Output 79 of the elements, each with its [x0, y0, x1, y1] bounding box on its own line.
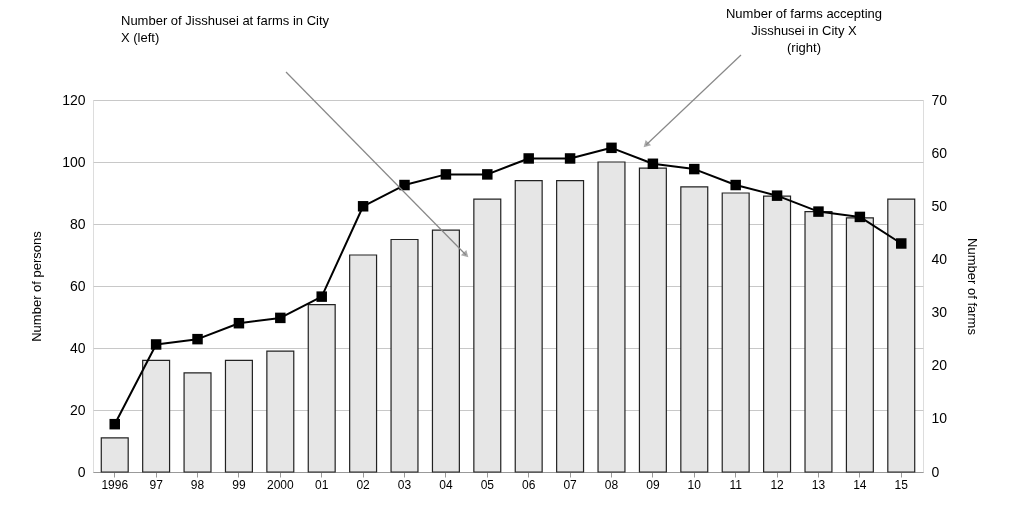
x-tick-label: 11 [729, 477, 743, 492]
x-tick-label: 1996 [101, 477, 129, 492]
y-tick-label: 40 [69, 339, 86, 356]
y2-tick-label: 30 [931, 304, 948, 321]
x-tick-label: 06 [522, 477, 536, 492]
y-tick-label: 0 [77, 463, 86, 480]
bar [431, 229, 460, 473]
point [233, 317, 245, 329]
text: Number of farms accepting Jisshusei in City X (right) [725, 6, 883, 55]
bar [390, 238, 419, 473]
bar [349, 254, 378, 473]
bar [845, 217, 874, 473]
point [854, 211, 866, 223]
x-tick-label: 14 [853, 477, 867, 492]
y2-tick-label: 50 [931, 197, 948, 214]
bar [763, 195, 792, 473]
point [813, 206, 824, 217]
x-tick-label: 15 [894, 477, 909, 492]
point [564, 153, 576, 164]
y-tick-label: 80 [69, 215, 86, 232]
point [647, 158, 659, 170]
point [482, 169, 493, 180]
y2-tick-label: 70 [931, 91, 948, 108]
x-tick-label: 99 [232, 477, 246, 492]
x-tick-label: 02 [356, 477, 371, 492]
y-tick-label: 120 [62, 91, 86, 108]
text: Number of Jisshusei at farms in City X (left) [121, 13, 330, 45]
point [399, 179, 410, 191]
point [109, 418, 120, 430]
bar [887, 198, 916, 473]
y2-tick-label: 20 [931, 357, 948, 374]
x-tick-label: 97 [149, 477, 164, 492]
bar [224, 359, 253, 473]
point [357, 201, 369, 212]
x-tick-label: 98 [190, 477, 205, 492]
y2-tick-label: 10 [931, 410, 948, 427]
point [771, 190, 783, 201]
bar [514, 180, 543, 473]
bar [100, 437, 129, 473]
bar [804, 211, 833, 473]
y-axis-title: Number of persons [29, 230, 45, 342]
point [896, 238, 907, 249]
x-tick-label: 07 [563, 477, 578, 492]
y2-tick-label: 0 [931, 463, 940, 480]
x-tick-label: 10 [687, 477, 702, 492]
bar [638, 167, 667, 473]
y-tick-label: 60 [69, 277, 86, 294]
point [316, 291, 327, 302]
point [606, 142, 617, 154]
bar [721, 192, 750, 473]
y-tick-label: 100 [62, 153, 86, 170]
bar [473, 198, 502, 473]
bar [142, 359, 171, 473]
bar [597, 161, 626, 473]
x-tick-label: 03 [397, 477, 412, 492]
point [440, 169, 452, 180]
point [275, 312, 286, 324]
bar [266, 350, 295, 473]
x-tick-label: 2000 [266, 477, 294, 492]
point [523, 153, 534, 164]
y2-axis-title: Number of farms [965, 238, 981, 336]
point [730, 179, 741, 191]
x-tick-label: 04 [439, 477, 453, 492]
bar [556, 180, 585, 473]
y2-tick-label: 60 [931, 144, 948, 161]
point [192, 333, 203, 345]
x-tick-label: 12 [770, 477, 785, 492]
x-tick-label: 05 [480, 477, 495, 492]
x-tick-label: 08 [604, 477, 619, 492]
bar [307, 304, 336, 473]
y-tick-label: 20 [69, 401, 86, 418]
point [150, 339, 162, 350]
bar [680, 186, 709, 473]
x-tick-label: 09 [646, 477, 660, 492]
bar [183, 372, 212, 473]
y2-tick-label: 40 [931, 250, 948, 267]
x-tick-label: 13 [811, 477, 826, 492]
point [689, 163, 700, 175]
x-tick-label: 01 [315, 477, 329, 492]
